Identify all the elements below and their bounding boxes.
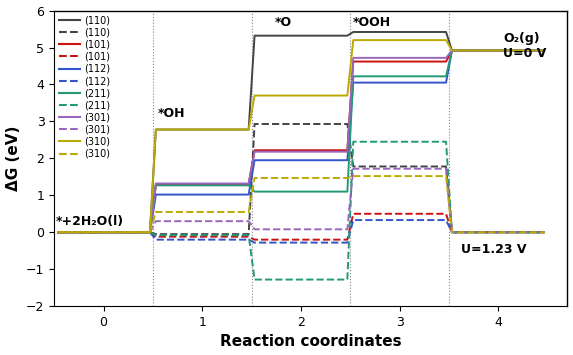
X-axis label: Reaction coordinates: Reaction coordinates: [220, 334, 402, 349]
Text: U=1.23 V: U=1.23 V: [461, 242, 527, 256]
Text: *O: *O: [274, 16, 292, 29]
Text: *+2H₂O(l): *+2H₂O(l): [56, 215, 124, 228]
Text: *OH: *OH: [158, 106, 185, 120]
Text: U=0 V: U=0 V: [503, 48, 547, 60]
Text: O₂(g): O₂(g): [503, 32, 540, 44]
Text: *OOH: *OOH: [352, 16, 390, 29]
Legend: (110), (110), (101), (101), (112), (112), (211), (211), (301), (301), (310), (31: (110), (110), (101), (101), (112), (112)…: [57, 13, 112, 161]
Y-axis label: ΔG (eV): ΔG (eV): [6, 126, 21, 191]
